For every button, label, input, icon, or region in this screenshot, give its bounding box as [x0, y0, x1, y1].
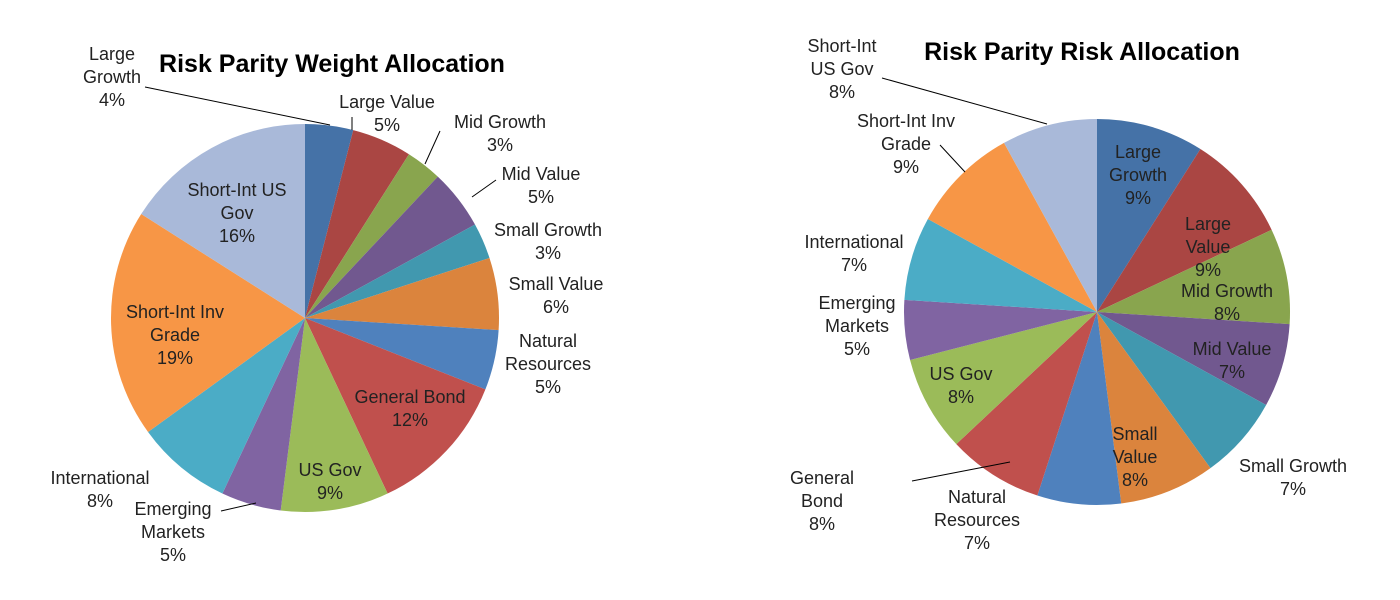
data-label-us-gov: US Gov 9% [298, 460, 361, 503]
pie-slice-large-growth [1097, 119, 1201, 312]
leader-line-general-bond [911, 461, 1011, 482]
pie-slice-short-int-us-gov [141, 124, 305, 318]
data-label-general-bond: General Bond 8% [790, 468, 854, 534]
data-label-small-value: Small Value 8% [1112, 424, 1157, 490]
pie-slice-international [148, 318, 305, 494]
leader-line-short-int-inv-grade [939, 144, 966, 173]
data-label-large-growth: Large Growth 9% [1109, 142, 1167, 208]
pie-slice-mid-growth [305, 154, 438, 318]
data-label-natural-resources: Natural Resources 5% [505, 331, 591, 397]
data-label-natural-resources: Natural Resources 7% [934, 487, 1020, 553]
leader-line-large-growth [144, 86, 331, 126]
pie-slice-small-value [305, 258, 500, 331]
leader-line-mid-growth [424, 130, 441, 165]
data-label-mid-value: Mid Value 7% [1193, 339, 1272, 382]
pie-weight-allocation: Large Growth 4% Large Value 5% Mid Growth 3% Mi… [50, 44, 603, 565]
pie-slice-mid-value [1097, 312, 1290, 405]
data-label-large-value: Large Value 5% [339, 92, 435, 135]
data-label-mid-growth: Mid Growth 8% [1181, 281, 1273, 324]
data-label-mid-growth: Mid Growth 3% [454, 112, 546, 155]
data-label-large-value: Large Value 9% [1185, 214, 1231, 280]
pie-slice-mid-growth [1097, 229, 1291, 325]
pie-slice-natural-resources [1037, 312, 1122, 506]
pie-slice-large-value [305, 130, 409, 318]
data-label-international: International 7% [804, 232, 903, 275]
pie-slice-short-int-inv-grade [110, 214, 306, 433]
data-label-short-int-inv-grade: Short-Int Inv Grade 9% [857, 111, 955, 177]
data-label-short-int-us-gov: Short-Int US Gov 8% [807, 36, 876, 102]
data-label-emerging-markets: Emerging Markets 5% [818, 293, 895, 359]
pie-slice-short-int-inv-grade [927, 142, 1097, 312]
data-label-small-growth: Small Growth 7% [1239, 456, 1347, 499]
pie-slice-mid-value [305, 176, 475, 318]
pie-slice-emerging-markets [222, 318, 305, 511]
leader-line-short-int-us-gov [881, 77, 1048, 125]
chart-title-risk: Risk Parity Risk Allocation [924, 38, 1240, 66]
data-label-short-int-inv-grade: Short-Int Inv Grade 19% [126, 302, 224, 368]
leader-line-mid-value [471, 179, 497, 198]
pie-slice-small-growth [305, 224, 490, 318]
leader-line-emerging-markets [220, 502, 257, 512]
pie-slice-us-gov [280, 318, 388, 512]
pie-risk-allocation: Large Growth 9% Large Value 9%Mid Growth 8% Mid… [790, 36, 1347, 553]
data-label-small-growth: Small Growth 3% [494, 220, 602, 263]
pie-slice-small-growth [1097, 312, 1267, 469]
data-label-small-value: Small Value 6% [509, 274, 604, 317]
pie-slice-large-growth [305, 124, 354, 318]
pie-slice-short-int-us-gov [1004, 119, 1097, 312]
pie-slice-small-value [1097, 312, 1211, 504]
pie-slice-international [904, 219, 1097, 312]
pie-slice-emerging-markets [903, 299, 1097, 360]
pie-slice-general-bond [956, 312, 1097, 496]
pie-slice-large-value [1097, 149, 1272, 312]
data-label-emerging-markets: Emerging Markets 5% [134, 499, 211, 565]
pie-slice-general-bond [305, 318, 486, 494]
data-label-short-int-us-gov: Short-Int US Gov 16% [187, 180, 286, 246]
data-label-international: International 8% [50, 468, 149, 511]
data-label-large-growth: Large Growth 4% [83, 44, 141, 110]
data-label-us-gov: US Gov 8% [929, 364, 992, 407]
chart-title-weight: Risk Parity Weight Allocation [159, 50, 505, 78]
pie-slice-natural-resources [305, 318, 499, 390]
data-label-mid-value: Mid Value 5% [502, 164, 581, 207]
data-label-general-bond: General Bond 12% [354, 387, 465, 430]
pie-slice-us-gov [910, 312, 1097, 445]
